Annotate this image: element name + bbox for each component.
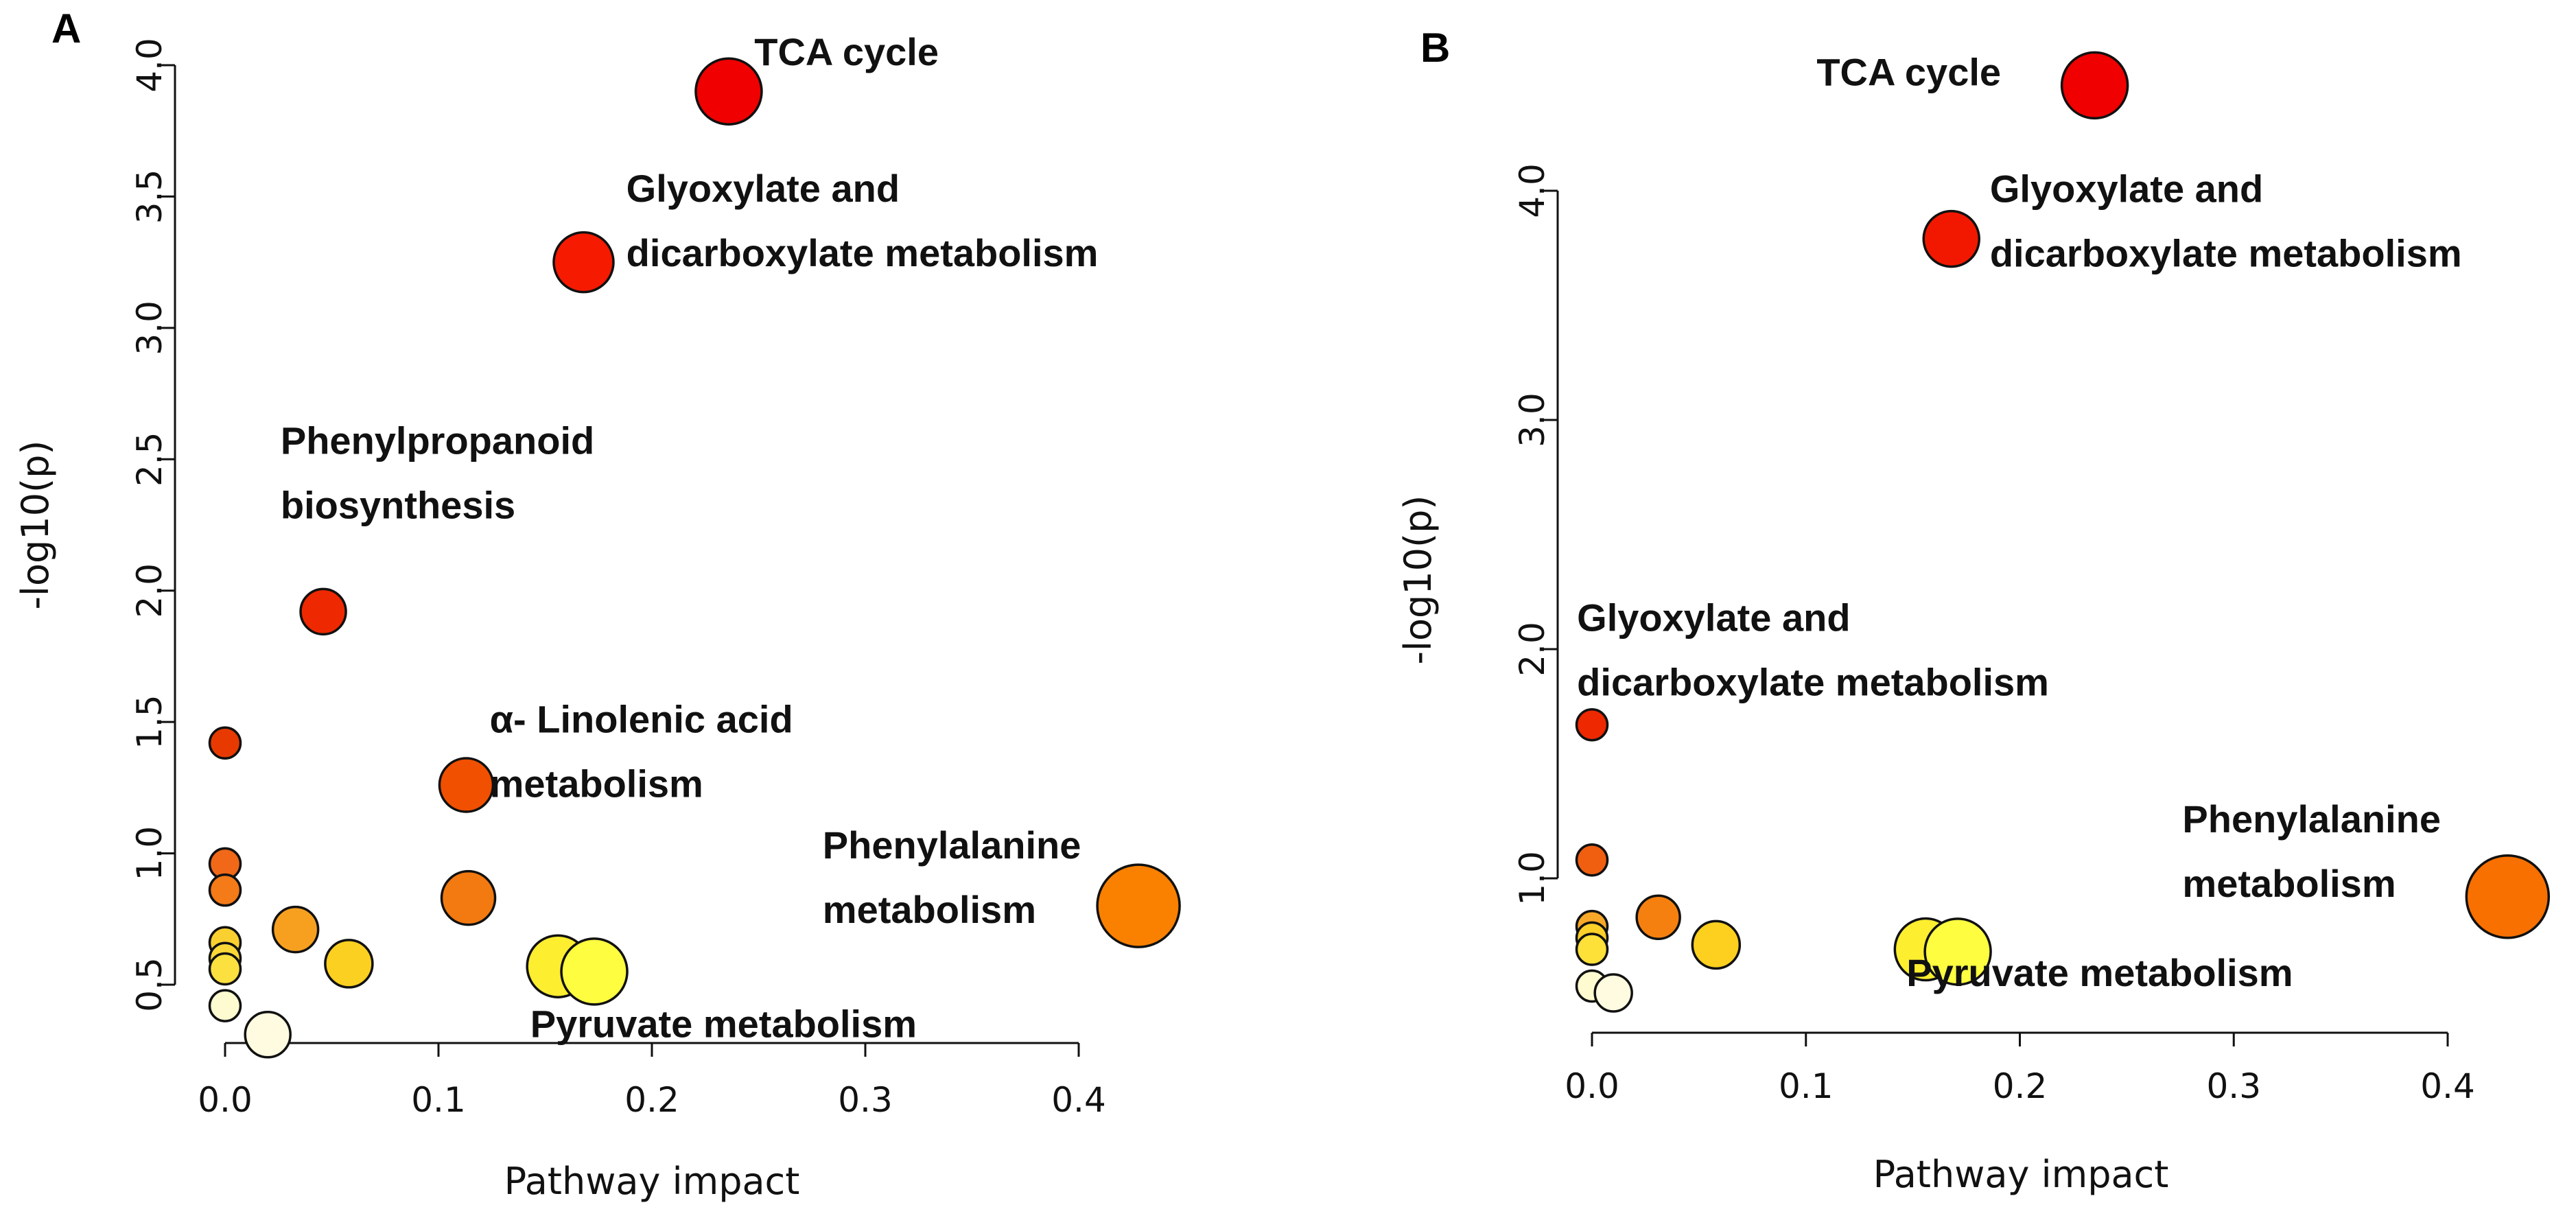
pathway-label: Glyoxylate and bbox=[1990, 167, 2263, 211]
data-point bbox=[208, 952, 242, 986]
panel-a-letter: A bbox=[51, 5, 81, 51]
pathway-label: biosynthesis bbox=[281, 484, 515, 527]
y-tick-label: 1.0 bbox=[130, 826, 169, 881]
pathway-label: Glyoxylate and bbox=[1577, 596, 1850, 639]
pathway-label: dicarboxylate metabolism bbox=[1577, 660, 2049, 703]
x-tick-label: 0.3 bbox=[2206, 1066, 2261, 1106]
y-tick-label: 1.0 bbox=[1512, 851, 1552, 906]
y-tick-label: 0.5 bbox=[130, 957, 169, 1012]
y-tick-label: 4.0 bbox=[1512, 163, 1552, 218]
data-point bbox=[1923, 917, 1992, 986]
pathway-label: metabolism bbox=[823, 888, 1036, 931]
y-tick-label: 2.5 bbox=[130, 432, 169, 487]
panel-b-letter: B bbox=[1420, 25, 1450, 71]
panel-a-x-axis-title: Pathway impact bbox=[504, 1160, 800, 1203]
pathway-label: metabolism bbox=[490, 762, 703, 805]
panel-a: A 0.51.01.52.02.53.03.54.0 0.0 0.1 0.2 0.3 0… bbox=[14, 5, 1181, 1203]
pathway-label: TCA cycle bbox=[754, 30, 939, 73]
data-point bbox=[1922, 209, 1980, 268]
data-point bbox=[1575, 933, 1609, 966]
panel-b-x-ticks: 0.0 0.1 0.2 0.3 0.4 bbox=[1565, 1033, 2475, 1106]
data-point bbox=[1593, 973, 1633, 1013]
data-point bbox=[440, 869, 497, 926]
x-tick-label: 0.1 bbox=[411, 1080, 466, 1120]
pathway-label: Pyruvate metabolism bbox=[530, 1003, 917, 1046]
data-point bbox=[244, 1010, 292, 1059]
data-point bbox=[299, 587, 347, 636]
data-point bbox=[694, 57, 763, 126]
pathway-label: Pyruvate metabolism bbox=[1906, 951, 2293, 994]
panel-b-y-ticks: 1.0 2.0 3.0 4.0 bbox=[1512, 163, 1558, 906]
pathway-label: Phenylalanine bbox=[823, 823, 1081, 867]
panel-b-y-axis-title: -log10(p) bbox=[1396, 495, 1440, 665]
x-tick-label: 0.0 bbox=[198, 1080, 253, 1120]
y-tick-label: 3.0 bbox=[1512, 393, 1552, 447]
data-point bbox=[1635, 894, 1681, 941]
panel-a-y-axis-title: -log10(p) bbox=[14, 441, 57, 610]
data-point bbox=[560, 937, 629, 1006]
pathway-label: metabolism bbox=[2182, 862, 2396, 905]
panel-b-x-axis-title: Pathway impact bbox=[1873, 1153, 2169, 1196]
panel-a-y-ticks: 0.5 1.0 1.5 2.0 2.5 3.0 3.5 4.0 bbox=[130, 38, 175, 1012]
data-point bbox=[2465, 854, 2551, 939]
x-tick-label: 0.1 bbox=[1779, 1066, 1834, 1106]
data-point bbox=[208, 989, 242, 1022]
pathway-label: Phenylalanine bbox=[2182, 797, 2441, 841]
data-point bbox=[552, 231, 615, 294]
data-point bbox=[208, 873, 242, 907]
pathway-label: Glyoxylate and bbox=[627, 167, 900, 210]
data-point bbox=[438, 757, 495, 813]
x-tick-label: 0.3 bbox=[838, 1080, 893, 1120]
x-tick-label: 0.4 bbox=[1051, 1080, 1106, 1120]
data-point bbox=[271, 905, 320, 954]
y-tick-label: 4.0 bbox=[130, 38, 169, 93]
data-point bbox=[1691, 920, 1742, 970]
data-point bbox=[324, 939, 374, 989]
pathway-label: dicarboxylate metabolism bbox=[1990, 232, 2462, 275]
panel-a-points bbox=[208, 57, 1181, 1059]
pathway-label: dicarboxylate metabolism bbox=[627, 231, 1099, 274]
data-point bbox=[208, 726, 242, 760]
x-tick-label: 0.4 bbox=[2420, 1066, 2475, 1106]
y-tick-label: 1.5 bbox=[130, 694, 169, 749]
panel-b: B 1.0 2.0 3.0 4.0 0.0 0.1 0.2 0.3 0.4 Pathway i… bbox=[1396, 25, 2551, 1196]
x-tick-label: 0.2 bbox=[624, 1080, 679, 1120]
data-point bbox=[1575, 843, 1609, 877]
data-point bbox=[2060, 51, 2129, 120]
y-tick-label: 2.0 bbox=[130, 563, 169, 618]
panel-b-annotations: TCA cycle Glyoxylate and dicarboxylate met… bbox=[1577, 50, 2461, 994]
panel-a-x-ticks: 0.0 0.1 0.2 0.3 0.4 bbox=[198, 1043, 1106, 1120]
x-tick-label: 0.2 bbox=[1993, 1066, 2048, 1106]
data-point bbox=[1096, 863, 1181, 948]
y-tick-label: 3.5 bbox=[130, 169, 169, 224]
panel-b-points bbox=[1575, 51, 2551, 1013]
pathway-label: TCA cycle bbox=[1816, 50, 2001, 93]
panel-a-annotations: TCA cycle Glyoxylate and dicarboxylate met… bbox=[281, 30, 1099, 1046]
x-tick-label: 0.0 bbox=[1565, 1066, 1619, 1106]
data-point bbox=[1575, 707, 1609, 742]
y-tick-label: 3.0 bbox=[130, 301, 169, 355]
pathway-label: α- Linolenic acid bbox=[490, 697, 793, 740]
pathway-label: Phenylpropanoid bbox=[281, 419, 594, 462]
y-tick-label: 2.0 bbox=[1512, 622, 1552, 677]
